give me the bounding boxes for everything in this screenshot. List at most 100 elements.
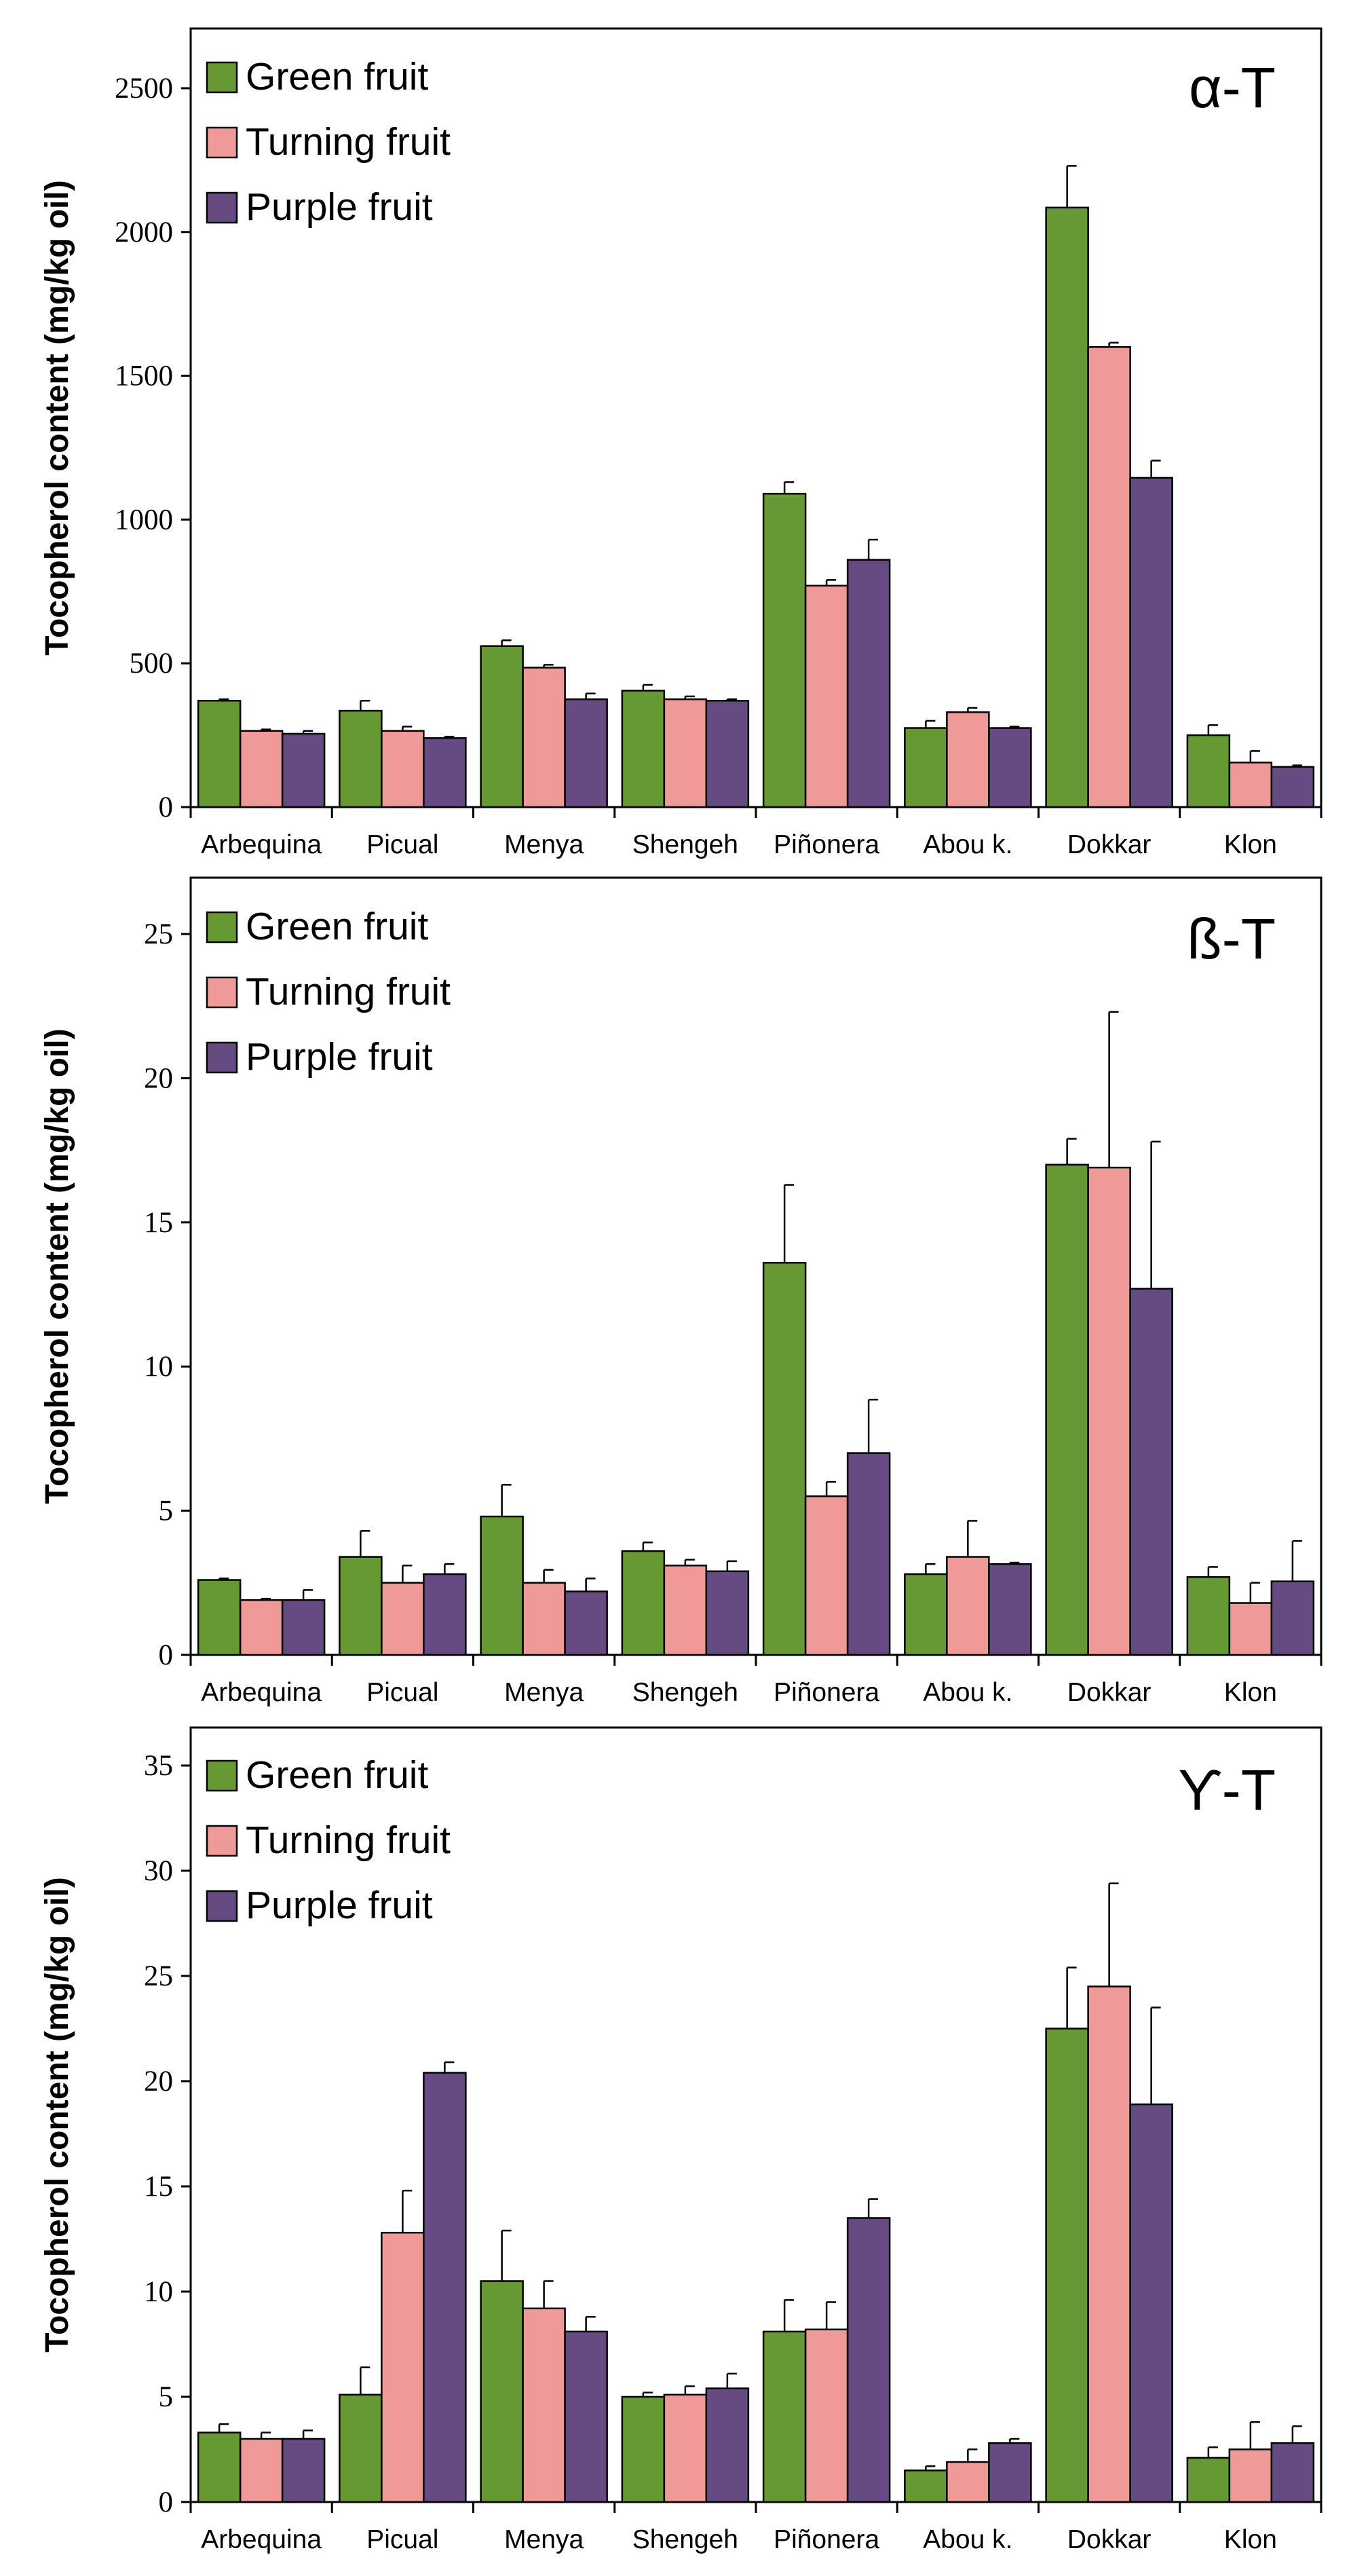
- legend-label: Green fruit: [246, 1753, 428, 1797]
- y-tick-label: 25: [144, 1960, 173, 1992]
- bar: [423, 2072, 467, 2503]
- category-label: Dokkar: [1067, 830, 1152, 859]
- legend-swatch: [206, 1759, 238, 1792]
- y-tick-label: 15: [144, 2171, 173, 2203]
- y-tick-label: 10: [144, 1351, 173, 1383]
- bar: [946, 711, 990, 808]
- bar: [804, 584, 849, 808]
- y-tick-label: 1500: [115, 360, 173, 392]
- category-label: Menya: [504, 2525, 584, 2554]
- bar: [522, 1582, 566, 1656]
- category-label: Shengeh: [632, 830, 738, 859]
- bar: [1045, 2028, 1089, 2503]
- bar: [1129, 1288, 1173, 1656]
- y-tick-label: 2500: [115, 73, 173, 105]
- bar: [946, 1556, 990, 1656]
- bar: [564, 698, 608, 808]
- category-label: Dokkar: [1067, 2525, 1152, 2554]
- category-label: Piñonera: [774, 2525, 879, 2554]
- bar: [1186, 1576, 1231, 1656]
- bar: [1228, 2448, 1273, 2503]
- legend-swatch: [206, 1041, 238, 1074]
- y-tick-label: 5: [159, 2381, 174, 2413]
- category-label: Abou k.: [923, 830, 1012, 859]
- bar: [762, 2330, 807, 2503]
- bar: [1186, 734, 1231, 808]
- bar: [904, 1573, 948, 1656]
- bar: [1087, 1166, 1131, 1656]
- bar: [705, 700, 750, 808]
- panel-title: ϒ-T: [1178, 1758, 1276, 1822]
- bar: [197, 1579, 242, 1656]
- category-label: Abou k.: [923, 1678, 1012, 1707]
- category-label: Arbequina: [201, 2525, 322, 2554]
- bar: [804, 2328, 849, 2503]
- bar: [339, 2393, 383, 2503]
- bar: [988, 727, 1032, 808]
- y-tick-label: 20: [144, 1062, 173, 1094]
- bar: [381, 730, 425, 808]
- legend-swatch: [206, 1825, 238, 1857]
- category-label: Picual: [366, 1678, 438, 1707]
- bar: [988, 1563, 1032, 1656]
- legend-label: Turning fruit: [246, 120, 451, 164]
- category-label: Klon: [1224, 830, 1277, 859]
- category-label: Piñonera: [774, 1678, 879, 1707]
- legend-label: Turning fruit: [246, 1818, 451, 1862]
- bar: [281, 1599, 326, 1656]
- y-tick-label: 0: [159, 2486, 174, 2518]
- category-label: Dokkar: [1067, 1678, 1152, 1707]
- bar: [1228, 762, 1273, 808]
- bar: [705, 1570, 750, 1656]
- bar: [1270, 1580, 1315, 1656]
- y-axis-label: Tocopherol content (mg/kg oil): [39, 180, 75, 655]
- bar: [480, 1515, 524, 1656]
- bar: [239, 2438, 284, 2503]
- legend-swatch: [206, 1890, 238, 1922]
- y-tick-label: 0: [159, 791, 174, 823]
- bar: [1087, 1985, 1131, 2503]
- y-tick-label: 1000: [115, 504, 173, 536]
- y-tick-label: 2000: [115, 217, 173, 248]
- legend-label: Purple fruit: [246, 1035, 433, 1079]
- chart-panel-1: 0 500 1000 1500 2000 2500 Tocopherol content (…: [39, 27, 1323, 859]
- bar: [705, 2387, 750, 2503]
- bar: [1270, 2442, 1315, 2503]
- bar: [423, 1573, 467, 1656]
- panel-title: α-T: [1189, 56, 1276, 119]
- bar: [1186, 2457, 1231, 2503]
- bar: [988, 2442, 1032, 2503]
- bar: [663, 1565, 708, 1656]
- legend-label: Green fruit: [246, 55, 428, 98]
- bar: [804, 1495, 849, 1656]
- bar: [621, 2395, 666, 2503]
- legend-swatch: [206, 911, 238, 944]
- bar: [423, 737, 467, 808]
- y-axis-label: Tocopherol content (mg/kg oil): [39, 1028, 75, 1504]
- bar: [522, 667, 566, 808]
- bar: [762, 1262, 807, 1656]
- bar: [1045, 1163, 1089, 1656]
- y-tick-label: 500: [130, 648, 174, 679]
- category-label: Arbequina: [201, 1678, 322, 1707]
- y-tick-label: 30: [144, 1855, 173, 1887]
- bar: [339, 709, 383, 808]
- bar: [281, 2438, 326, 2503]
- legend-label: Purple fruit: [246, 1884, 433, 1927]
- bar: [197, 2431, 242, 2503]
- category-label: Arbequina: [201, 830, 322, 859]
- bar: [663, 698, 708, 808]
- legend-swatch: [206, 61, 238, 94]
- legend-label: Purple fruit: [246, 185, 433, 229]
- bar: [846, 2217, 891, 2503]
- chart-panel-2: 0 5 10 15 20 25 Tocopherol content (mg/kg oil)…: [39, 876, 1323, 1707]
- bar: [1270, 766, 1315, 808]
- panel-title: ß-T: [1187, 907, 1276, 971]
- legend-swatch: [206, 976, 238, 1009]
- bar: [846, 559, 891, 808]
- bar: [281, 732, 326, 808]
- bar: [480, 645, 524, 808]
- y-tick-label: 10: [144, 2276, 173, 2308]
- y-tick-label: 15: [144, 1207, 173, 1239]
